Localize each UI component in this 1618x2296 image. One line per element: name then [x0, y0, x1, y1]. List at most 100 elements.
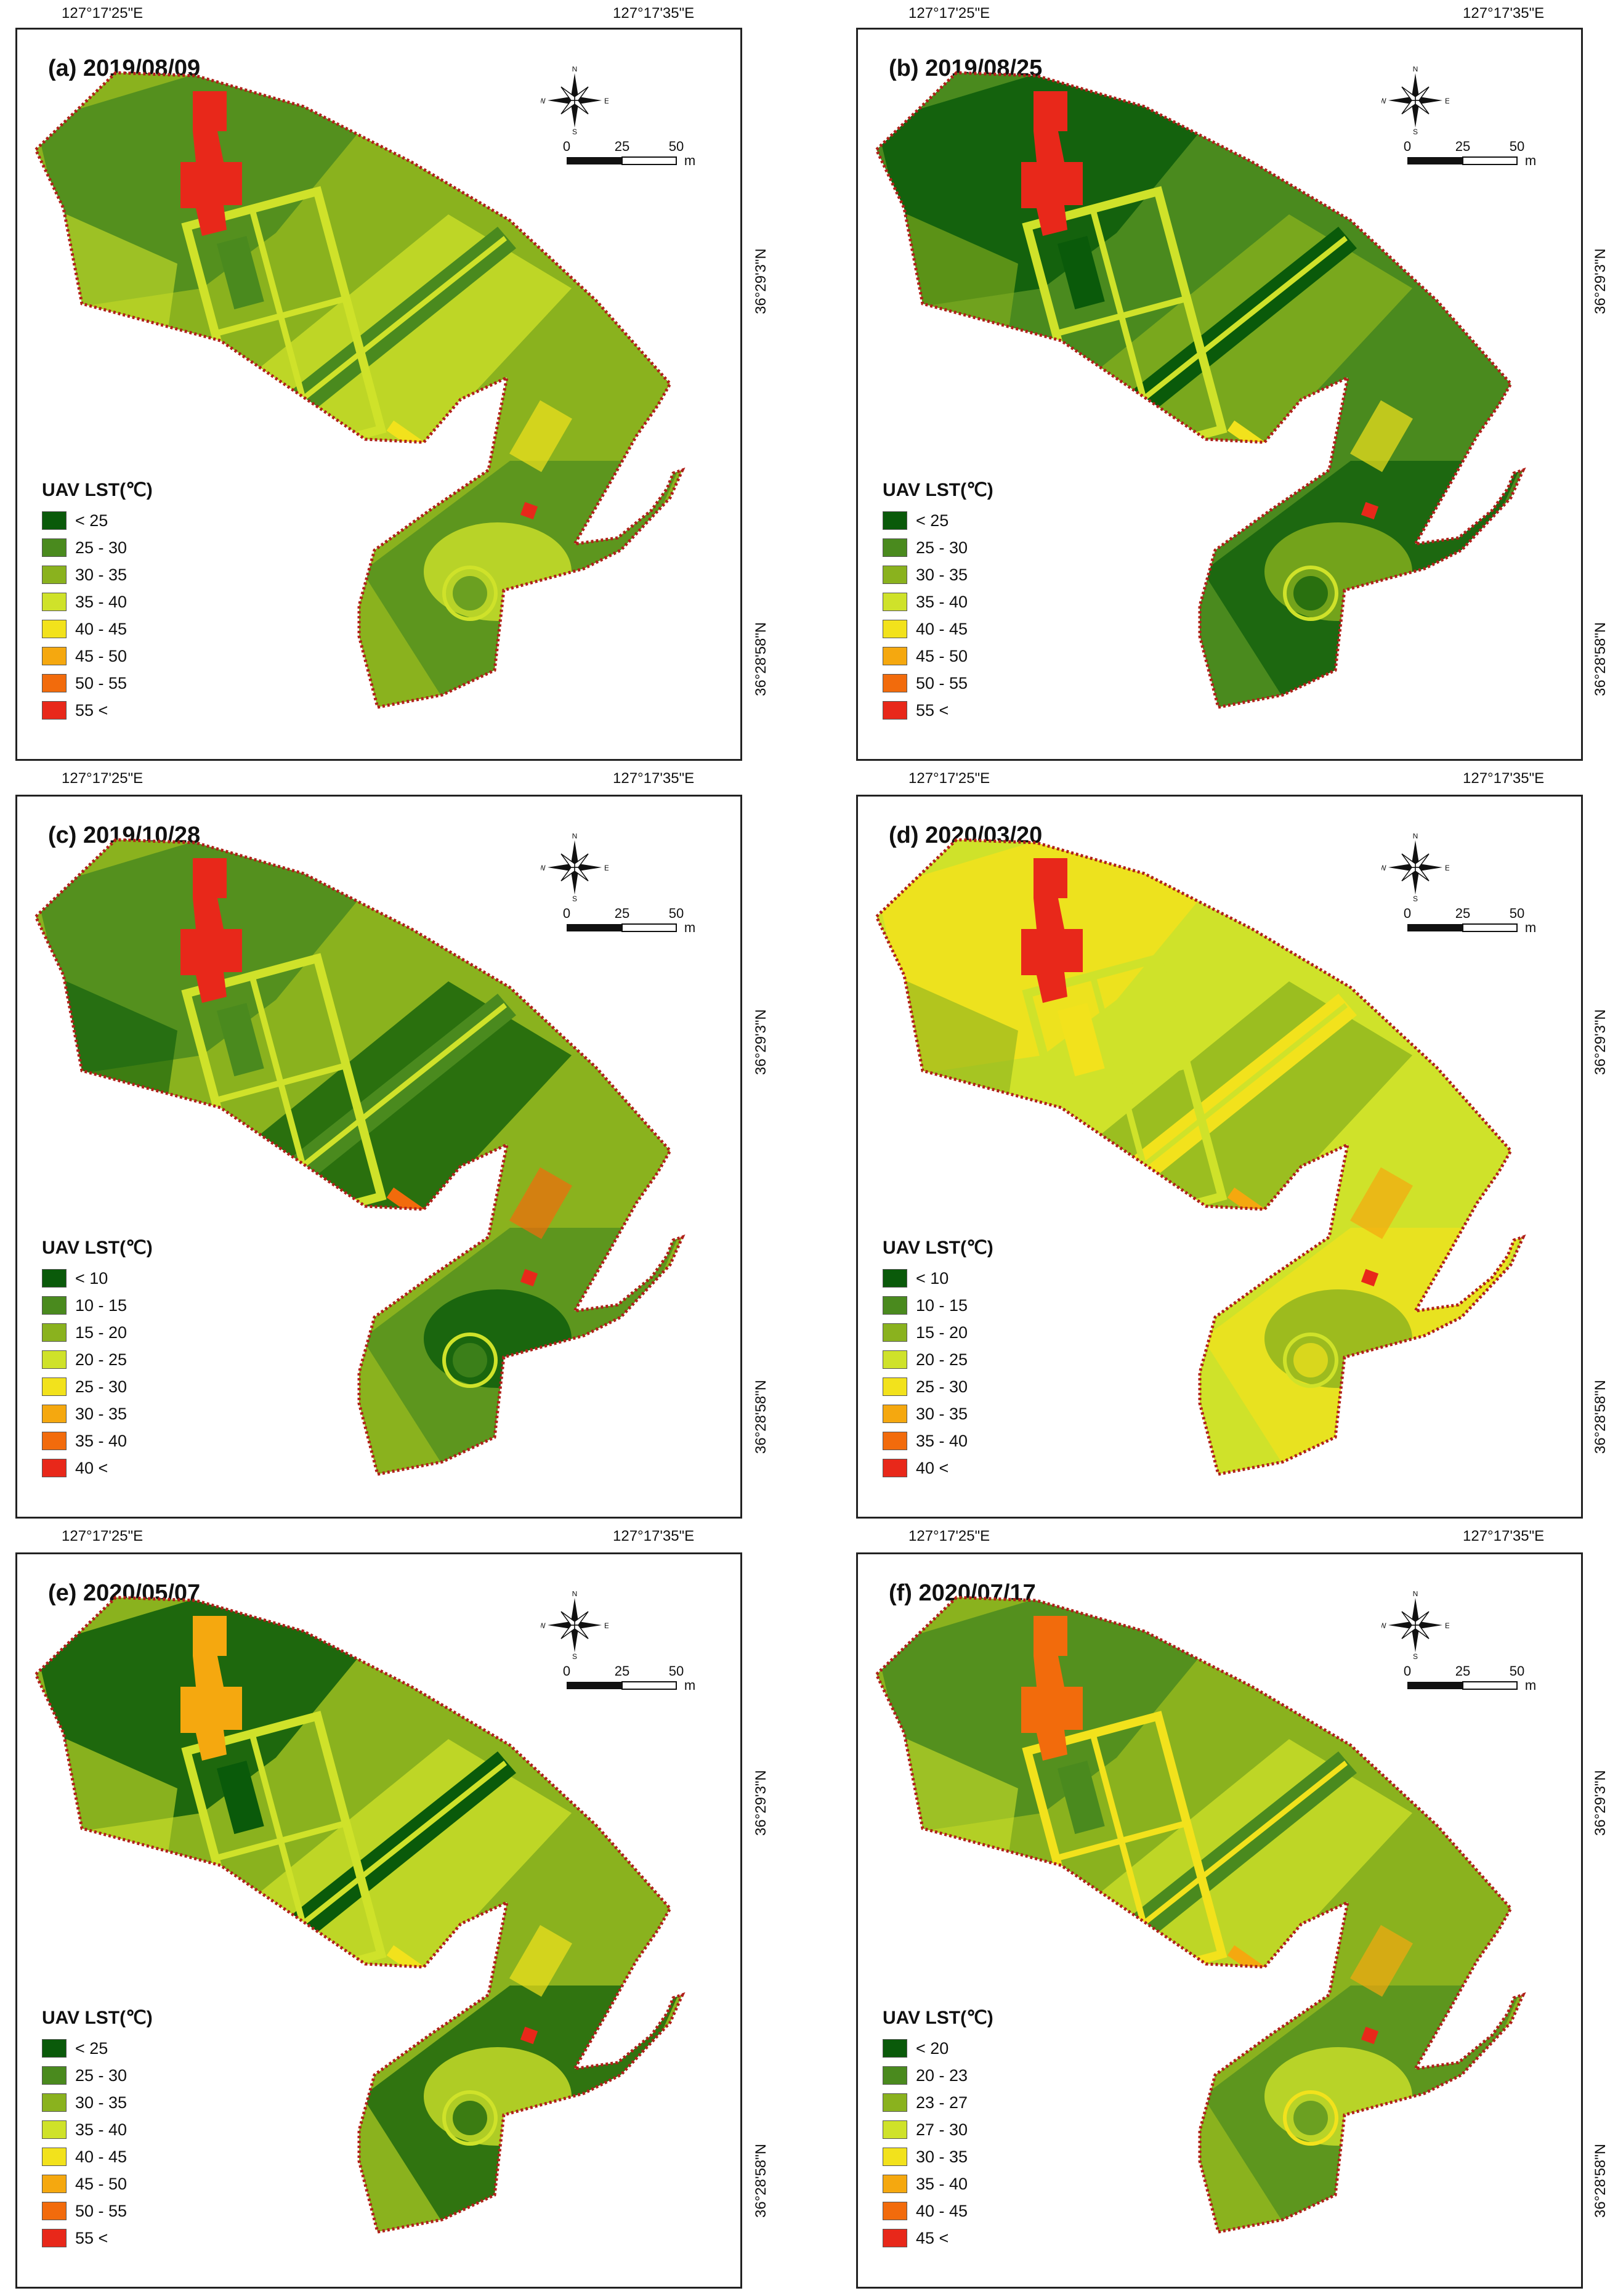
legend-item: 25 - 30: [42, 1373, 153, 1400]
legend-swatch: [883, 1405, 907, 1423]
scale-unit: m: [1525, 1677, 1536, 1693]
scale-segment-dark: [567, 1682, 622, 1689]
lat-label-e-top: 36°29'3"N: [753, 1770, 769, 1836]
north-arrow-icon: N S E W: [541, 67, 609, 134]
legend-label: < 25: [75, 2038, 108, 2058]
scale-label-zero: 0: [563, 906, 570, 921]
legend: UAV LST(℃) < 25 25 - 30 30 - 35 35 - 40 40 - …: [42, 479, 153, 724]
legend-swatch: [42, 2175, 67, 2193]
scale-label-zero: 0: [563, 139, 570, 154]
map-panel-e: (e) 2020/05/07NSEW02550mUAV LST(℃)< 2525…: [15, 1552, 742, 2289]
legend-swatch: [883, 1432, 907, 1450]
scale-segment-dark: [567, 157, 622, 164]
lat-label-c-top: 36°29'3"N: [753, 1009, 769, 1075]
courtyard-line: [214, 1062, 347, 1104]
lst-map: [874, 838, 1526, 1476]
legend-item: 10 - 15: [883, 1292, 993, 1319]
courtyard-pond: [216, 1760, 264, 1835]
legend-item: 30 - 35: [42, 1400, 153, 1427]
legend-swatch: [42, 2120, 67, 2139]
legend-item: 25 - 30: [42, 2062, 153, 2089]
legend-swatch: [883, 2120, 907, 2139]
legend-item: < 10: [42, 1265, 153, 1292]
legend-title: UAV LST(℃): [883, 480, 993, 500]
small-building: [520, 501, 538, 520]
legend-item: 45 - 50: [42, 643, 153, 670]
lat-label-e-bottom: 36°28'58"N: [753, 2143, 769, 2218]
scale-segment-light: [621, 923, 677, 932]
legend-label: 20 - 25: [75, 1350, 127, 1369]
legend-label: 40 - 45: [916, 2201, 968, 2220]
legend-swatch: [883, 1296, 907, 1315]
compass-east-point: [1415, 1621, 1442, 1629]
lst-map: [33, 838, 686, 1476]
circular-plaza: [442, 1333, 498, 1388]
map-panel-b: (b) 2019/08/25NSEW02550mUAV LST(℃)< 2525…: [856, 28, 1583, 761]
legend-item: 40 - 45: [883, 615, 993, 643]
legend-label: 40 - 45: [75, 2147, 127, 2166]
main-building: [1021, 858, 1083, 1003]
study-area-boundary: [33, 838, 686, 1476]
compass-e-label: E: [604, 864, 609, 872]
lon-label-d-right: 127°17'35"E: [1463, 770, 1545, 787]
lon-label-d-left: 127°17'25"E: [908, 770, 990, 787]
legend-label: 23 - 27: [916, 2093, 968, 2112]
lon-label-b-right: 127°17'35"E: [1463, 5, 1545, 22]
compass-e-label: E: [604, 1621, 609, 1630]
legend-swatch: [883, 1269, 907, 1288]
compass-s-label: S: [1413, 1652, 1418, 1659]
legend-label: 45 - 50: [75, 646, 127, 665]
legend-label: 20 - 23: [916, 2066, 968, 2085]
scale-label-mid: 25: [1455, 139, 1470, 154]
legend-item: 20 - 25: [42, 1346, 153, 1373]
lat-label-d-top: 36°29'3"N: [1592, 1009, 1609, 1075]
legend-swatch: [883, 701, 907, 720]
legend-label: 25 - 30: [75, 538, 127, 557]
legend-label: 30 - 35: [916, 565, 968, 584]
legend-item: 40 - 45: [883, 2197, 993, 2225]
warm-patch: [1350, 400, 1413, 473]
legend-item: 45 - 50: [883, 643, 993, 670]
legend-label: 55 <: [75, 2228, 108, 2247]
legend-swatch: [42, 620, 67, 638]
legend-title: UAV LST(℃): [42, 1238, 153, 1258]
legend: UAV LST(℃) < 10 10 - 15 15 - 20 20 - 25 25 - …: [883, 1237, 993, 1482]
compass-n-label: N: [572, 67, 578, 73]
scale-label-zero: 0: [1404, 139, 1411, 154]
legend-item: 35 - 40: [42, 588, 153, 615]
compass-s-label: S: [572, 894, 577, 901]
legend-label: 25 - 30: [916, 538, 968, 557]
legend-swatch: [42, 511, 67, 530]
scale-label-mid: 25: [615, 139, 629, 154]
main-building: [1021, 91, 1083, 236]
legend-label: 45 <: [916, 2228, 949, 2247]
small-building: [1361, 2026, 1379, 2045]
legend-label: 40 <: [75, 1458, 108, 1477]
legend-item: 55 <: [42, 2225, 153, 2252]
north-arrow-icon: N S E W: [541, 834, 609, 901]
legend-item: 40 - 45: [42, 615, 153, 643]
lat-label-f-bottom: 36°28'58"N: [1592, 2143, 1609, 2218]
courtyard-pond: [1057, 1760, 1105, 1835]
legend-swatch: [883, 2202, 907, 2220]
warm-patch: [509, 1925, 572, 1997]
map-panel-c: (c) 2019/10/28NSEW02550mUAV LST(℃)< 1010…: [15, 795, 742, 1519]
warm-patch: [1350, 1925, 1413, 1997]
small-building: [520, 2026, 538, 2045]
compass-east-point: [1415, 864, 1442, 871]
compass-west-point: [1388, 1621, 1415, 1629]
legend-swatch: [42, 647, 67, 665]
scale-unit: m: [684, 920, 695, 935]
compass-e-label: E: [1445, 1621, 1449, 1630]
warm-patch: [509, 1167, 572, 1239]
north-arrow-icon: N S E W: [1381, 67, 1449, 134]
legend-label: 55 <: [75, 700, 108, 720]
courtyard-pond: [216, 235, 264, 310]
scale-bar: 0 25 50m: [1404, 906, 1536, 935]
small-building: [520, 1268, 538, 1287]
legend-label: < 10: [916, 1268, 949, 1288]
lon-label-e-right: 127°17'35"E: [613, 1528, 695, 1544]
legend-label: 25 - 30: [75, 2066, 127, 2085]
legend-item: 35 - 40: [883, 588, 993, 615]
compass-north-point: [571, 73, 578, 100]
